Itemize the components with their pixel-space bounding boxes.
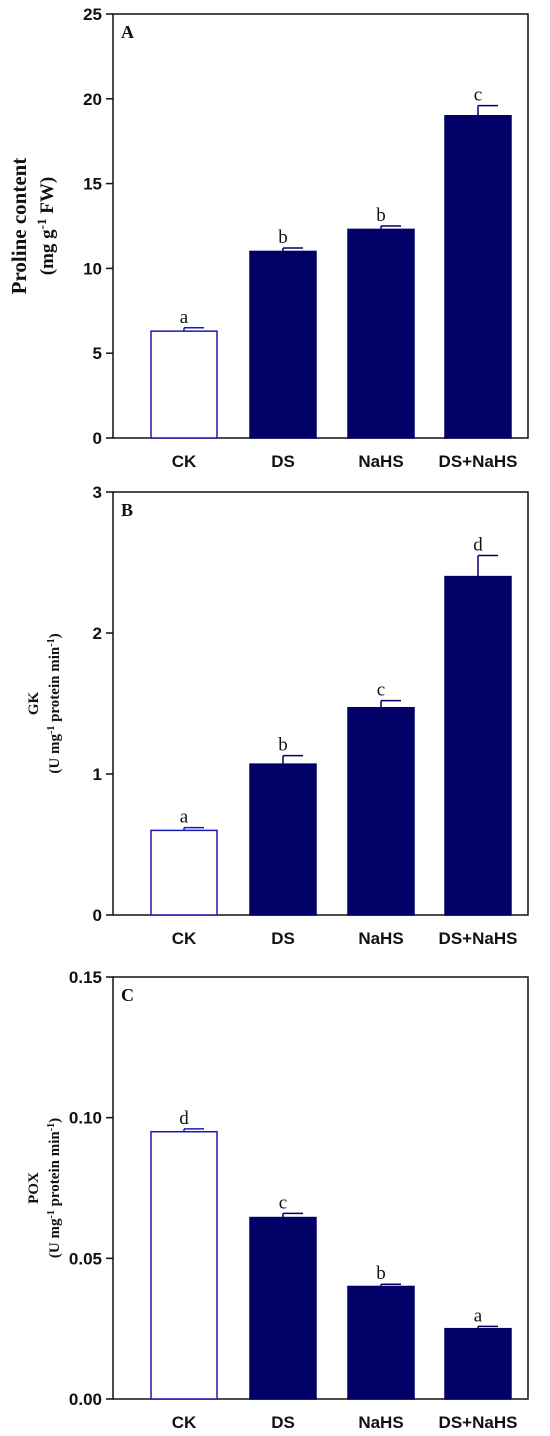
chart-panel-B: 0 1 2 3Ba CK b DS c NaHS d DS+NaHS GK(U mg-1 protei… <box>26 483 529 948</box>
category-label: DS <box>271 929 295 948</box>
bar-ds-plus-nahs <box>444 1327 512 1400</box>
category-label: DS+NaHS <box>439 929 518 948</box>
bar-nahs <box>347 228 415 439</box>
y-tick-label: 20 <box>83 90 102 109</box>
y-tick-label: 1 <box>93 765 102 784</box>
bar-nahs <box>347 1285 415 1400</box>
category-label: DS+NaHS <box>439 452 518 471</box>
y-axis-label: Proline content (mg g-1 FW) <box>7 158 58 295</box>
y-axis-label-line2: (U mg-1 protein min-1) <box>46 633 64 773</box>
significance-label: c <box>279 1192 287 1213</box>
significance-label: b <box>278 227 288 248</box>
panel-letter: C <box>121 985 134 1005</box>
bar-ds <box>249 763 317 916</box>
bar-ck <box>150 330 218 439</box>
significance-label: a <box>474 1305 483 1326</box>
y-axis-label-line2: (mg g-1 FW) <box>34 177 59 275</box>
category-label: CK <box>172 452 197 471</box>
significance-label: a <box>180 307 189 328</box>
y-axis-label: POX(U mg-1 protein min-1) <box>26 1118 63 1258</box>
category-label: DS <box>271 1413 295 1432</box>
bar-ds-plus-nahs <box>444 115 512 439</box>
bar-ds-plus-nahs <box>444 575 512 916</box>
bar-nahs <box>347 706 415 916</box>
y-tick-label: 10 <box>83 259 102 278</box>
category-label: NaHS <box>358 452 403 471</box>
y-tick-label: 5 <box>93 344 102 363</box>
y-tick-label: 3 <box>93 483 102 502</box>
bar-ck <box>150 829 218 916</box>
significance-label: b <box>278 735 288 756</box>
y-tick-label: 15 <box>83 175 102 194</box>
significance-label: d <box>179 1108 189 1129</box>
plot-frame <box>112 491 529 916</box>
significance-label: b <box>376 205 386 226</box>
plot-frame <box>112 976 529 1400</box>
y-tick-label: 0 <box>93 429 102 448</box>
y-tick-label: 2 <box>93 624 102 643</box>
bar-ds <box>249 250 317 439</box>
y-axis-label-line1: GK <box>26 692 42 716</box>
category-label: CK <box>172 929 197 948</box>
chart-panel-A: 0 5 10 15 20 25 Aa CK b DS b NaHS c DS+NaHS Proline co… <box>7 5 529 471</box>
category-label: CK <box>172 1413 197 1432</box>
y-axis-label-line1: Proline content <box>7 158 31 295</box>
panel-letter: B <box>121 500 133 520</box>
y-tick-label: 0.10 <box>69 1109 102 1128</box>
category-label: NaHS <box>358 929 403 948</box>
y-tick-label: 0.05 <box>69 1249 102 1268</box>
y-tick-label: 0.00 <box>69 1390 102 1409</box>
significance-label: a <box>180 807 189 828</box>
y-axis-label: GK(U mg-1 protein min-1) <box>26 633 63 773</box>
category-label: NaHS <box>358 1413 403 1432</box>
bar-ck <box>150 1130 218 1400</box>
y-axis-label-line1: POX <box>26 1172 42 1204</box>
y-tick-label: 25 <box>83 5 102 24</box>
y-tick-label: 0 <box>93 906 102 925</box>
category-label: DS+NaHS <box>439 1413 518 1432</box>
significance-label: c <box>474 85 482 106</box>
y-axis-label-line2: (U mg-1 protein min-1) <box>46 1118 64 1258</box>
significance-label: b <box>376 1263 386 1284</box>
significance-label: d <box>473 534 483 555</box>
plot-frame <box>112 13 529 439</box>
bar-ds <box>249 1216 317 1400</box>
chart-panel-C: 0.00 0.05 0.10 0.15 Cd CK c DS b NaHS a DS+NaHS POX(… <box>26 968 529 1432</box>
panel-letter: A <box>121 22 134 42</box>
y-tick-label: 0.15 <box>69 968 102 987</box>
significance-label: c <box>377 680 385 701</box>
category-label: DS <box>271 452 295 471</box>
